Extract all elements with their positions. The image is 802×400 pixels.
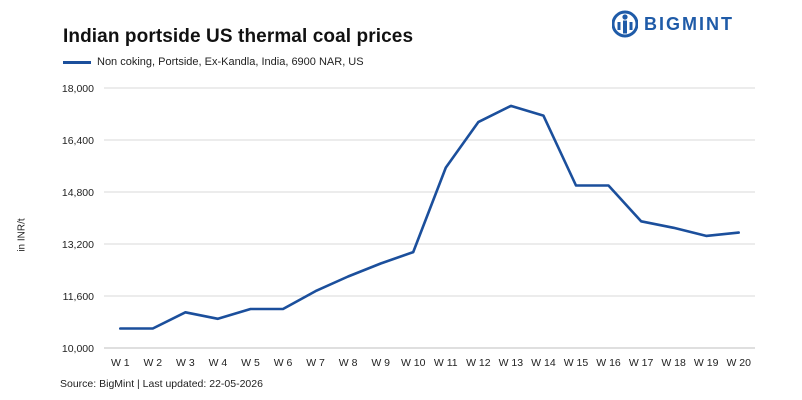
x-tick-label: W 19 <box>694 357 719 369</box>
y-tick-label: 10,000 <box>62 343 94 355</box>
chart-title: Indian portside US thermal coal prices <box>63 26 414 47</box>
x-tick-label: W 6 <box>274 357 293 369</box>
grid-lines <box>104 87 755 297</box>
x-tick-label: W 10 <box>401 357 426 369</box>
x-tick-label: W 18 <box>661 357 686 369</box>
x-tick-label: W 11 <box>434 357 458 369</box>
x-tick-label: W 3 <box>176 357 195 369</box>
x-tick-label: W 17 <box>629 357 654 369</box>
bigmint-logo: BIGMINT <box>612 9 734 39</box>
y-tick-label: 13,200 <box>62 239 94 251</box>
x-tick-label: W 15 <box>564 357 589 369</box>
bigmint-logo-icon <box>612 10 638 38</box>
x-tick-label: W 13 <box>499 357 524 369</box>
source-note: Source: BigMint | Last updated: 22-05-20… <box>60 378 263 390</box>
x-tick-label: W 5 <box>241 357 260 369</box>
chart-legend: Non coking, Portside, Ex-Kandla, India, … <box>63 56 364 68</box>
series-line <box>119 104 740 330</box>
x-tick-label: W 9 <box>371 357 390 369</box>
x-tick-label: W 4 <box>209 357 228 369</box>
bigmint-logo-text: BIGMINT <box>644 13 734 34</box>
x-tick-label: W 1 <box>111 357 130 369</box>
x-tick-label: W 12 <box>466 357 491 369</box>
x-axis-ticks: W 1 W 2 W 3 W 4 W 5 W 6 W 7 W 8 W 9 W 10 W 11 W 12 W… <box>111 357 751 369</box>
x-tick-label: W 8 <box>339 357 358 369</box>
x-tick-label: W 7 <box>306 357 325 369</box>
x-tick-label: W 14 <box>531 357 556 369</box>
x-tick-label: W 2 <box>143 357 162 369</box>
x-tick-label: W 16 <box>596 357 621 369</box>
y-tick-label: 18,000 <box>62 83 94 95</box>
legend-swatch <box>63 60 91 64</box>
legend-label: Non coking, Portside, Ex-Kandla, India, … <box>97 56 364 68</box>
y-tick-label: 16,400 <box>62 135 94 147</box>
x-tick-label: W 20 <box>726 357 751 369</box>
y-tick-label: 11,600 <box>63 291 94 303</box>
y-tick-label: 14,800 <box>62 187 94 199</box>
y-axis-ticks: 10,000 11,600 13,200 14,800 16,400 18,000 <box>62 83 94 355</box>
